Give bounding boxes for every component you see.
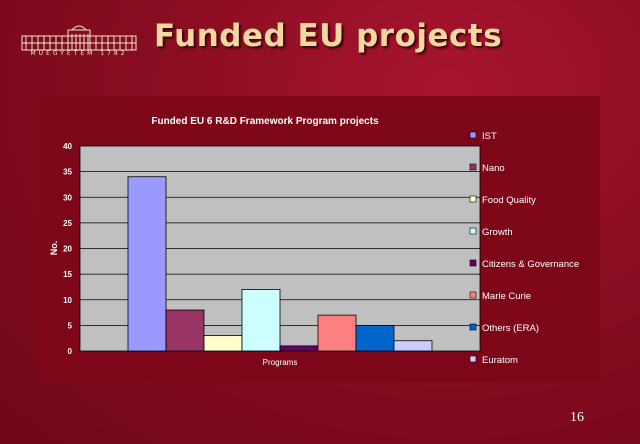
bar-growth bbox=[241, 289, 281, 352]
y-tick-label: 10 bbox=[63, 296, 72, 305]
x-tick-label: Programs bbox=[263, 358, 298, 367]
y-axis-label: No. bbox=[49, 241, 59, 256]
legend: IST Nano Food Quality Growth Citizens & Gove… bbox=[469, 131, 579, 366]
logo-caption: MŰEGYETEM 1782 bbox=[30, 50, 128, 57]
y-tick-label: 35 bbox=[63, 168, 72, 177]
legend-label: Euratom bbox=[482, 355, 518, 366]
university-logo bbox=[21, 25, 137, 51]
y-tick-label: 0 bbox=[68, 347, 73, 356]
y-tick-label: 15 bbox=[63, 270, 72, 279]
legend-swatch bbox=[469, 131, 477, 139]
bar-euratom bbox=[393, 340, 433, 352]
chart-title: Funded EU 6 R&D Framework Program projec… bbox=[151, 116, 379, 127]
legend-swatch bbox=[469, 323, 477, 331]
legend-label: IST bbox=[482, 131, 497, 142]
bar-marie-curie bbox=[317, 314, 357, 352]
legend-swatch bbox=[469, 195, 477, 203]
legend-swatch bbox=[469, 259, 477, 267]
y-tick-label: 25 bbox=[63, 219, 72, 228]
y-axis-ticks: 0 5 10 15 20 25 30 35 40 bbox=[63, 142, 72, 356]
legend-swatch bbox=[469, 163, 477, 171]
legend-swatch bbox=[469, 291, 477, 299]
slide-title: Funded EU projects bbox=[154, 18, 503, 54]
y-tick-label: 20 bbox=[63, 245, 72, 254]
chart-panel: Funded EU 6 R&D Framework Program projec… bbox=[40, 96, 600, 382]
page-number: 16 bbox=[570, 410, 584, 425]
legend-label: Citizens & Governance bbox=[482, 259, 579, 270]
legend-label: Nano bbox=[482, 163, 505, 174]
y-tick-label: 40 bbox=[63, 142, 72, 151]
y-tick-label: 5 bbox=[68, 321, 73, 330]
y-tick-label: 30 bbox=[63, 193, 72, 202]
bar-ist bbox=[127, 176, 167, 352]
legend-swatch bbox=[469, 227, 477, 235]
bar-citizens-governance bbox=[279, 345, 319, 352]
x-axis-ticks: Programs bbox=[263, 358, 298, 367]
legend-label: Food Quality bbox=[482, 195, 536, 206]
bar-food-quality bbox=[203, 335, 243, 352]
legend-swatch bbox=[469, 355, 477, 363]
legend-label: Others (ERA) bbox=[482, 323, 539, 334]
bar-others-era- bbox=[355, 324, 395, 352]
bars bbox=[127, 176, 433, 352]
bar-nano bbox=[165, 309, 205, 352]
legend-label: Marie Curie bbox=[482, 291, 531, 302]
bar-chart: Funded EU 6 R&D Framework Program projec… bbox=[49, 116, 579, 367]
legend-label: Growth bbox=[482, 227, 513, 238]
